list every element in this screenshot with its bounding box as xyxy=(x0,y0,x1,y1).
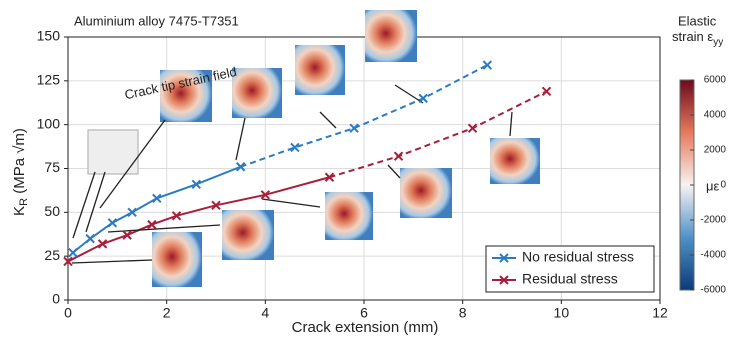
chart: 0255075100125150024681012 Aluminium allo… xyxy=(0,0,735,347)
y-tick-label: 100 xyxy=(37,115,61,131)
marker xyxy=(69,249,77,257)
y-tick-label: 25 xyxy=(44,247,60,263)
colorbar-title-sub: yy xyxy=(713,37,723,48)
y-label-rest: (MPa √m) xyxy=(11,128,28,198)
y-tick-label: 75 xyxy=(44,159,60,175)
y-tick-label: 50 xyxy=(44,203,60,219)
marker xyxy=(108,219,116,227)
colorbar-tick-label: 2000 xyxy=(704,145,727,156)
x-tick-label: 4 xyxy=(261,305,269,321)
colorbar-tick-label: 6000 xyxy=(704,75,727,86)
marker xyxy=(419,94,427,102)
x-tick-label: 10 xyxy=(554,305,570,321)
y-axis-label: KR (MPa √m) xyxy=(11,128,30,216)
colorbar-unit: με xyxy=(706,178,719,193)
colorbar-tick-label: 0 xyxy=(720,180,726,191)
marker xyxy=(543,87,551,95)
x-tick-label: 0 xyxy=(64,305,72,321)
annotation: Aluminium alloy 7475-T7351 xyxy=(74,13,239,28)
colorbar-title-main: strain ε xyxy=(672,29,713,44)
x-tick-label: 8 xyxy=(459,305,467,321)
colorbar-title: Elastic xyxy=(678,13,717,28)
colorbar-tick-label: -6000 xyxy=(700,285,726,296)
colorbar-tick-label: -4000 xyxy=(700,250,726,261)
y-label-main: K xyxy=(11,206,28,216)
y-tick-label: 125 xyxy=(37,72,61,88)
marker xyxy=(469,124,477,132)
marker xyxy=(483,61,491,69)
y-tick-label: 150 xyxy=(37,28,61,44)
marker xyxy=(350,124,358,132)
legend-label: No residual stress xyxy=(522,249,634,265)
colorbar-title: strain εyy xyxy=(672,29,723,47)
colorbar-tick-label: 4000 xyxy=(704,110,727,121)
x-tick-label: 12 xyxy=(652,305,668,321)
y-label-sub: R xyxy=(18,198,30,206)
x-tick-label: 2 xyxy=(163,305,171,321)
legend-label: Residual stress xyxy=(522,271,618,287)
strain-field-insets xyxy=(72,10,540,287)
x-axis-label: Crack extension (mm) xyxy=(292,319,439,336)
marker xyxy=(86,235,94,243)
y-tick-label: 0 xyxy=(52,291,60,307)
colorbar-tick-label: -2000 xyxy=(700,215,726,226)
